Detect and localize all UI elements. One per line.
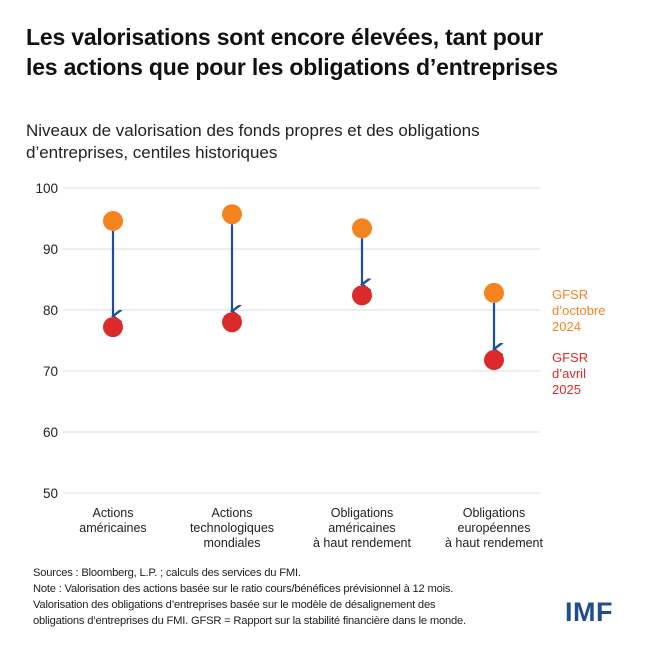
chart: 50 60 70 80 90 100 Actions américaines Actions t… bbox=[35, 181, 605, 550]
y-tick-label: 50 bbox=[43, 486, 58, 501]
subtitle-line-1: Niveaux de valorisation des fonds propre… bbox=[26, 121, 480, 140]
y-axis: 50 60 70 80 90 100 bbox=[35, 181, 58, 501]
sources-text: Sources : Bloomberg, L.P. ; calculs des … bbox=[33, 567, 301, 579]
imf-logo: IMF bbox=[565, 597, 613, 627]
legend-apr-2025: GFSR d’avril 2025 bbox=[552, 350, 588, 397]
point-oct-2024 bbox=[352, 218, 372, 239]
arrows bbox=[113, 224, 494, 349]
y-tick-label: 90 bbox=[43, 242, 58, 257]
point-apr-2025 bbox=[484, 350, 504, 371]
y-tick-label: 80 bbox=[43, 303, 58, 318]
y-tick-label: 60 bbox=[43, 425, 58, 440]
y-tick-label: 100 bbox=[35, 181, 58, 196]
point-oct-2024 bbox=[103, 210, 123, 231]
subtitle-line-2: d’entreprises, centiles historiques bbox=[26, 143, 278, 162]
x-tick-label: Obligations européennes à haut rendement bbox=[445, 506, 544, 550]
legend: GFSR d’octobre 2024 GFSR d’avril 2025 bbox=[552, 287, 605, 397]
point-apr-2025 bbox=[103, 317, 123, 338]
y-tick-label: 70 bbox=[43, 364, 58, 379]
title-line-2: les actions que pour les obligations d’e… bbox=[26, 54, 558, 80]
x-tick-label: Obligations américaines à haut rendement bbox=[313, 506, 412, 550]
grid bbox=[63, 187, 540, 494]
legend-oct-2024: GFSR d’octobre 2024 bbox=[552, 287, 605, 334]
point-apr-2025 bbox=[222, 312, 242, 333]
point-oct-2024 bbox=[484, 282, 504, 303]
chart-subtitle: Niveaux de valorisation des fonds propre… bbox=[26, 120, 626, 164]
x-tick-label: Actions technologiques mondiales bbox=[190, 506, 274, 550]
point-oct-2024 bbox=[222, 204, 242, 225]
note-line-2: Valorisation des obligations d’entrepris… bbox=[33, 599, 436, 611]
point-apr-2025 bbox=[352, 285, 372, 306]
note-line-3: obligations d’entreprises du FMI. GFSR =… bbox=[33, 615, 466, 627]
data-points bbox=[103, 204, 504, 371]
x-axis: Actions américaines Actions technologiques m… bbox=[79, 506, 543, 550]
footer-notes: Sources : Bloomberg, L.P. ; calculs des … bbox=[33, 565, 553, 629]
x-tick-label: Actions américaines bbox=[79, 506, 146, 535]
chart-title: Les valorisations sont encore élevées, t… bbox=[26, 22, 626, 82]
note-line-1: Note : Valorisation des actions basée su… bbox=[33, 583, 454, 595]
title-line-1: Les valorisations sont encore élevées, t… bbox=[26, 24, 544, 50]
